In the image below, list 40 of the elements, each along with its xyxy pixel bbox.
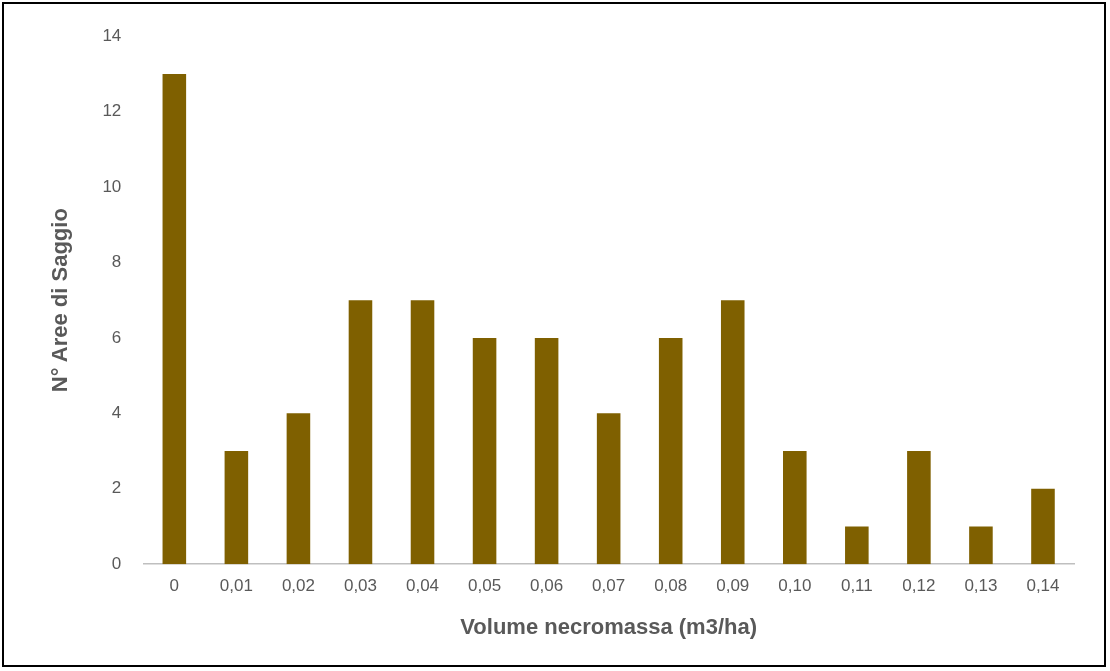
bar xyxy=(658,337,683,565)
bar xyxy=(224,451,249,565)
y-tick-label: 14 xyxy=(102,25,122,45)
x-axis-title: Volume necromassa (m3/ha) xyxy=(460,613,758,639)
bar xyxy=(1031,488,1055,565)
y-axis-title: N° Aree di Saggio xyxy=(47,208,73,393)
bar xyxy=(162,73,187,565)
x-tick-label: 0,01 xyxy=(219,576,253,596)
x-tick-label: 0,04 xyxy=(405,576,440,596)
x-tick-label: 0,10 xyxy=(778,576,812,596)
bar xyxy=(969,526,993,565)
x-tick-label: 0,14 xyxy=(1026,576,1060,596)
bar xyxy=(845,526,869,565)
y-tick-label: 0 xyxy=(111,553,122,573)
x-tick-label: 0,08 xyxy=(654,576,688,596)
bar xyxy=(720,300,745,565)
x-tick-label: 0,13 xyxy=(964,576,998,596)
bar xyxy=(783,451,807,565)
x-tick-label: 0,02 xyxy=(281,576,315,596)
y-tick-label: 12 xyxy=(102,101,122,121)
x-tick-label: 0 xyxy=(169,576,180,596)
bar xyxy=(410,300,435,565)
x-tick-label: 0,12 xyxy=(902,576,936,596)
bar xyxy=(907,451,931,565)
x-tick-label: 0,05 xyxy=(468,576,502,596)
x-tick-label: 0,03 xyxy=(343,576,378,596)
bar xyxy=(286,413,311,565)
bar xyxy=(472,337,497,565)
bar xyxy=(348,300,373,565)
bar xyxy=(596,413,621,565)
x-tick-label: 0,09 xyxy=(716,576,750,596)
y-tick-label: 4 xyxy=(111,403,122,423)
y-tick-label: 8 xyxy=(111,252,122,272)
x-tick-label: 0,07 xyxy=(592,576,626,596)
bar xyxy=(534,337,559,565)
x-tick-label: 0,11 xyxy=(840,576,873,596)
y-tick-label: 6 xyxy=(111,327,122,347)
x-tick-label: 0,06 xyxy=(530,576,564,596)
y-tick-label: 2 xyxy=(111,478,122,498)
y-tick-label: 10 xyxy=(102,176,122,196)
